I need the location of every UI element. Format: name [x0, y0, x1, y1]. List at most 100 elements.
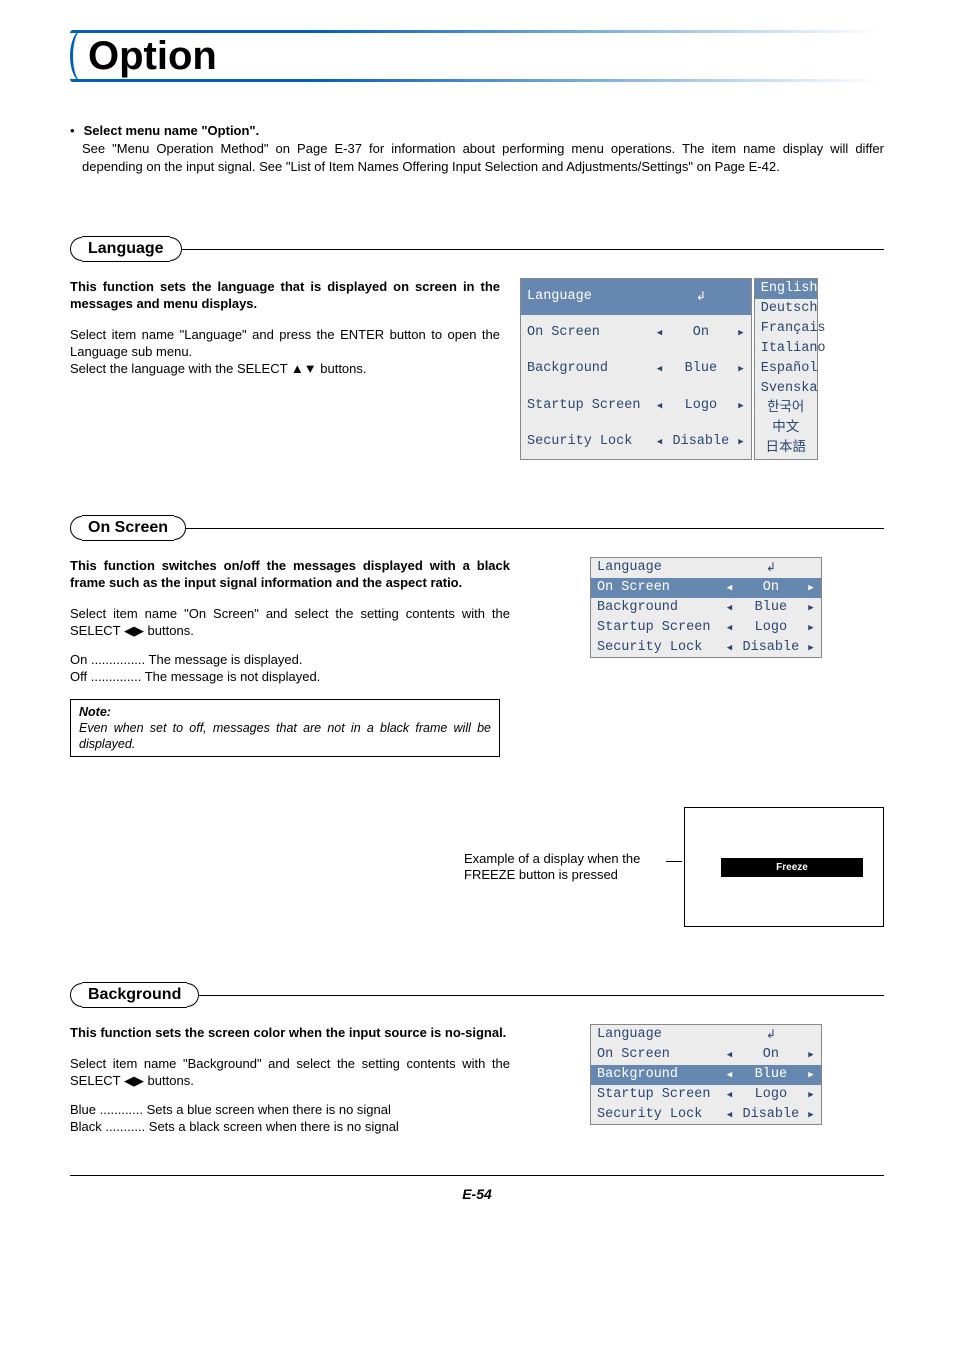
lang-chinese[interactable]: 中文: [755, 419, 817, 439]
opt-off-key: Off: [70, 669, 87, 684]
osd-row-startup[interactable]: Startup Screen: [591, 1085, 721, 1105]
osd-row-startup[interactable]: Startup Screen: [521, 387, 651, 423]
lang-italiano[interactable]: Italiano: [755, 339, 817, 359]
language-p1: Select item name "Language" and press th…: [70, 326, 500, 360]
arrow-right-icon[interactable]: [808, 620, 813, 635]
opt-off-val: The message is not displayed.: [145, 669, 321, 684]
osd-row-language[interactable]: Language: [521, 279, 651, 315]
lang-svenska[interactable]: Svenska: [755, 379, 817, 399]
lang-korean[interactable]: 한국어: [755, 399, 817, 419]
background-p1: Select item name "Background" and select…: [70, 1055, 510, 1089]
page-title-frame: Option: [70, 30, 884, 82]
lang-francais[interactable]: Français: [755, 319, 817, 339]
heading-cap-right: [187, 983, 199, 1007]
enter-icon: [766, 1028, 776, 1043]
osd-val-background: Blue: [669, 351, 734, 387]
heading-label: On Screen: [82, 515, 174, 541]
osd-row-background[interactable]: Background: [591, 598, 721, 618]
enter-icon: [766, 561, 776, 576]
intro-body: See "Menu Operation Method" on Page E-37…: [70, 140, 884, 176]
onscreen-p1: Select item name "On Screen" and select …: [70, 605, 510, 639]
freeze-example: Example of a display when the FREEZE but…: [70, 807, 884, 927]
osd-val-security: Disable: [739, 1105, 804, 1125]
arrow-right-icon[interactable]: [738, 325, 743, 340]
lang-deutsch[interactable]: Deutsch: [755, 299, 817, 319]
opt-on-val: The message is displayed.: [149, 652, 303, 667]
lang-espanol[interactable]: Español: [755, 359, 817, 379]
page-title: Option: [88, 30, 884, 82]
lang-english[interactable]: English: [755, 279, 817, 299]
language-p2: Select the language with the SELECT ▲▼ b…: [70, 360, 500, 377]
opt-blue-val: Sets a blue screen when there is no sign…: [147, 1102, 391, 1117]
background-bold: This function sets the screen color when…: [70, 1025, 506, 1040]
enter-icon: [696, 290, 706, 305]
arrow-left-icon[interactable]: [727, 1067, 732, 1082]
osd-row-security[interactable]: Security Lock: [591, 638, 721, 658]
section-heading-onscreen: On Screen: [70, 515, 884, 541]
arrow-left-icon[interactable]: [657, 434, 662, 449]
arrow-left-icon[interactable]: [727, 580, 732, 595]
opt-black-key: Black: [70, 1119, 102, 1134]
heading-rule: [389, 995, 884, 996]
arrow-right-icon[interactable]: [808, 1107, 813, 1122]
osd-val-security: Disable: [669, 423, 734, 459]
osd-val-onscreen: On: [739, 1045, 804, 1065]
arrow-right-icon[interactable]: [738, 361, 743, 376]
arrow-left-icon[interactable]: [727, 1047, 732, 1062]
freeze-caption: Example of a display when the FREEZE but…: [464, 851, 664, 883]
heading-label: Background: [82, 982, 187, 1008]
section-onscreen: On Screen This function switches on/off …: [70, 515, 884, 927]
arrow-left-icon[interactable]: [657, 361, 662, 376]
heading-spacer: [199, 995, 389, 996]
arrow-left-icon[interactable]: [657, 398, 662, 413]
osd-row-startup[interactable]: Startup Screen: [591, 618, 721, 638]
note-box: Note: Even when set to off, messages tha…: [70, 699, 500, 757]
osd-menu-onscreen: Language On Screen On Background Blue: [590, 557, 822, 658]
arrow-right-icon[interactable]: [808, 580, 813, 595]
heading-cap-left: [70, 516, 82, 540]
osd-row-onscreen[interactable]: On Screen: [591, 578, 721, 598]
osd-val-background: Blue: [739, 598, 804, 618]
osd-row-onscreen[interactable]: On Screen: [521, 315, 651, 351]
osd-row-language[interactable]: Language: [591, 558, 721, 578]
arrow-left-icon[interactable]: [727, 640, 732, 655]
heading-label: Language: [82, 236, 170, 262]
heading-spacer: [182, 249, 302, 250]
arrow-right-icon[interactable]: [738, 398, 743, 413]
arrow-right-icon[interactable]: [808, 600, 813, 615]
arrow-right-icon[interactable]: [808, 1047, 813, 1062]
intro-text: • Select menu name "Option". See "Menu O…: [70, 122, 884, 176]
arrow-right-icon[interactable]: [738, 434, 743, 449]
osd-menu-background: Language On Screen On Background Blue: [590, 1024, 822, 1125]
arrow-right-icon[interactable]: [808, 1067, 813, 1082]
arrow-right-icon[interactable]: [808, 1087, 813, 1102]
background-options: Blue ............ Sets a blue screen whe…: [70, 1101, 510, 1135]
section-background: Background This function sets the screen…: [70, 982, 884, 1135]
osd-row-background[interactable]: Background: [521, 351, 651, 387]
arrow-left-icon[interactable]: [727, 1087, 732, 1102]
heading-rule: [376, 528, 884, 529]
arrow-left-icon[interactable]: [727, 1107, 732, 1122]
heading-cap-right: [170, 237, 182, 261]
heading-spacer: [186, 528, 376, 529]
osd-row-background[interactable]: Background: [591, 1065, 721, 1085]
arrow-left-icon[interactable]: [657, 325, 662, 340]
osd-row-onscreen[interactable]: On Screen: [591, 1045, 721, 1065]
section-heading-background: Background: [70, 982, 884, 1008]
page-number: E-54: [70, 1186, 884, 1202]
freeze-display: Freeze: [684, 807, 884, 927]
note-body: Even when set to off, messages that are …: [79, 721, 491, 751]
arrow-right-icon[interactable]: [808, 640, 813, 655]
onscreen-options: On ............... The message is displa…: [70, 651, 510, 685]
osd-val-startup: Logo: [669, 387, 734, 423]
lang-japanese[interactable]: 日本語: [755, 439, 817, 459]
osd-val-startup: Logo: [739, 1085, 804, 1105]
arrow-left-icon[interactable]: [727, 620, 732, 635]
onscreen-bold: This function switches on/off the messag…: [70, 558, 510, 590]
osd-row-security[interactable]: Security Lock: [521, 423, 651, 459]
heading-cap-left: [70, 983, 82, 1007]
heading-rule: [302, 249, 884, 250]
osd-row-language[interactable]: Language: [591, 1025, 721, 1045]
arrow-left-icon[interactable]: [727, 600, 732, 615]
osd-row-security[interactable]: Security Lock: [591, 1105, 721, 1125]
